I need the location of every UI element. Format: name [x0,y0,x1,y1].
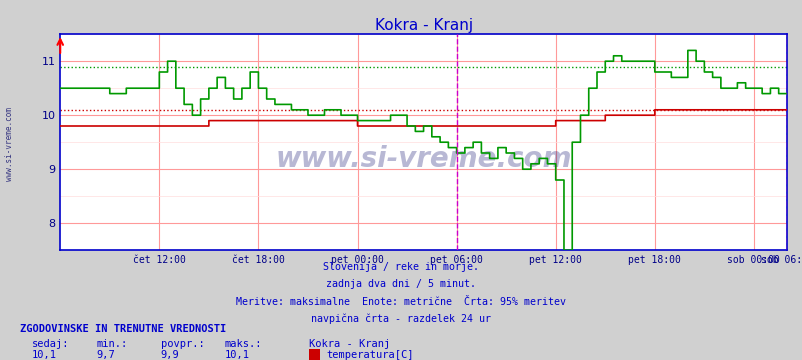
Text: www.si-vreme.com: www.si-vreme.com [275,145,571,174]
Text: 10,1: 10,1 [225,350,249,360]
Text: Kokra - Kranj: Kokra - Kranj [309,339,390,350]
Text: min.:: min.: [96,339,128,350]
Text: ZGODOVINSKE IN TRENUTNE VREDNOSTI: ZGODOVINSKE IN TRENUTNE VREDNOSTI [20,324,226,334]
Text: 10,1: 10,1 [32,350,57,360]
Text: navpična črta - razdelek 24 ur: navpična črta - razdelek 24 ur [311,314,491,324]
Text: 9,7: 9,7 [96,350,115,360]
Text: Meritve: maksimalne  Enote: metrične  Črta: 95% meritev: Meritve: maksimalne Enote: metrične Črta… [237,297,565,307]
Text: temperatura[C]: temperatura[C] [326,350,413,360]
Text: povpr.:: povpr.: [160,339,204,350]
Text: www.si-vreme.com: www.si-vreme.com [5,107,14,181]
Text: sedaj:: sedaj: [32,339,70,350]
Text: zadnja dva dni / 5 minut.: zadnja dva dni / 5 minut. [326,279,476,289]
Title: Kokra - Kranj: Kokra - Kranj [374,18,472,33]
Text: 9,9: 9,9 [160,350,179,360]
Text: Slovenija / reke in morje.: Slovenija / reke in morje. [323,262,479,272]
Text: maks.:: maks.: [225,339,262,350]
